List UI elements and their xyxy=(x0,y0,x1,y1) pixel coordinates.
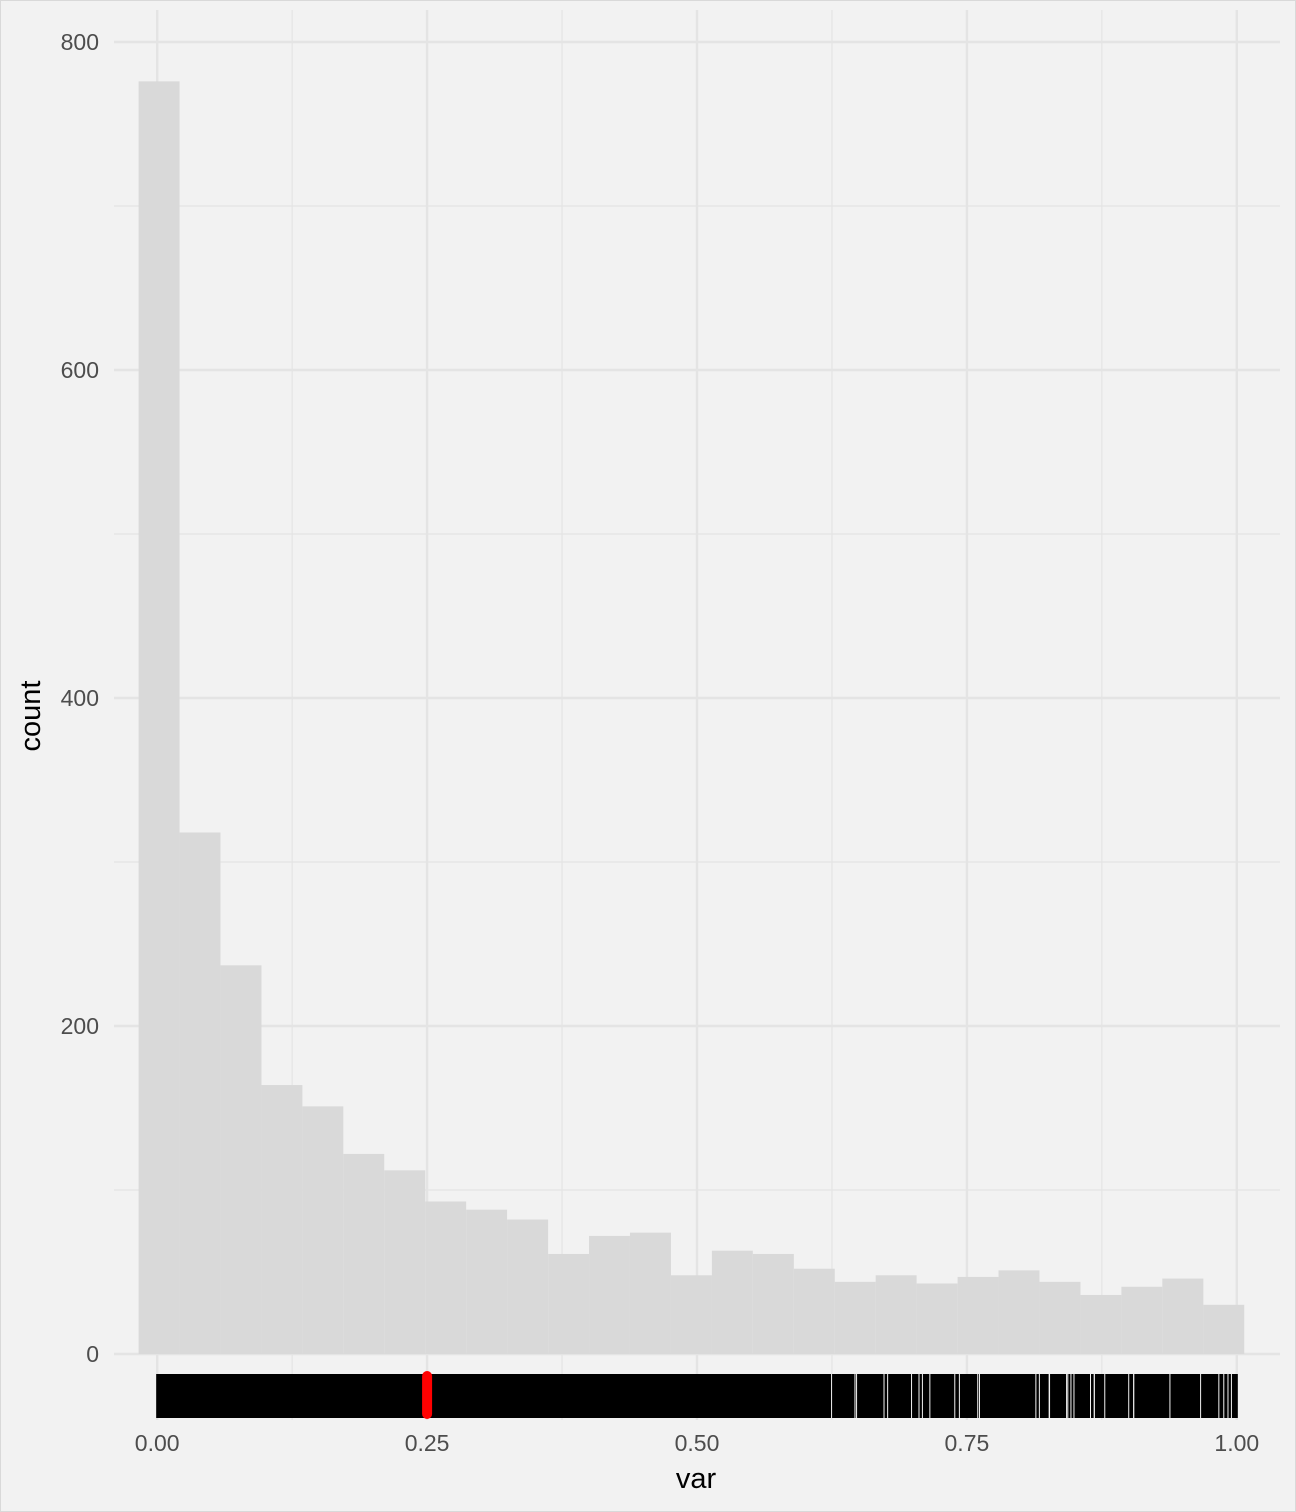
x-tick-label: 0.75 xyxy=(945,1430,990,1456)
histogram-bar xyxy=(670,1275,712,1354)
histogram-bar xyxy=(466,1209,508,1354)
y-tick-label: 200 xyxy=(61,1013,99,1039)
rug-marks xyxy=(156,1371,1238,1419)
histogram-bar xyxy=(1203,1304,1245,1354)
x-axis-ticks: 0.00 0.25 0.50 0.75 1.00 xyxy=(135,1430,1259,1456)
histogram-bar xyxy=(834,1281,876,1354)
histogram-bar xyxy=(711,1250,753,1354)
histogram-bar xyxy=(261,1085,303,1354)
histogram-bar xyxy=(629,1232,671,1354)
histogram-bar xyxy=(425,1201,467,1354)
x-tick-label: 0.50 xyxy=(675,1430,720,1456)
histogram-bars xyxy=(138,81,1245,1355)
histogram-bar xyxy=(752,1253,794,1354)
y-axis-ticks: 0 200 400 600 800 xyxy=(61,29,99,1367)
histogram-bar xyxy=(875,1275,917,1354)
histogram-bar xyxy=(343,1153,385,1354)
x-tick-label: 0.25 xyxy=(405,1430,450,1456)
histogram-bar xyxy=(220,965,262,1354)
histogram-bar xyxy=(589,1235,630,1354)
histogram-bar xyxy=(998,1270,1040,1354)
histogram-bar xyxy=(1162,1278,1204,1354)
histogram-bar xyxy=(1039,1281,1081,1354)
histogram-bar xyxy=(548,1253,590,1354)
y-tick-label: 600 xyxy=(61,357,99,383)
x-tick-label: 1.00 xyxy=(1214,1430,1259,1456)
histogram-bar xyxy=(507,1219,549,1354)
histogram-bar xyxy=(1080,1294,1122,1354)
rug-band xyxy=(156,1374,1238,1418)
y-tick-label: 0 xyxy=(86,1341,99,1367)
histogram-bar xyxy=(138,81,180,1355)
y-tick-label: 400 xyxy=(61,685,99,711)
y-axis-title: count xyxy=(15,681,47,752)
histogram-bar xyxy=(302,1106,344,1354)
y-tick-label: 800 xyxy=(61,29,99,55)
histogram-bar xyxy=(957,1276,999,1354)
histogram-bar xyxy=(916,1283,958,1354)
x-tick-label: 0.00 xyxy=(135,1430,180,1456)
x-axis-title: var xyxy=(676,1463,717,1495)
histogram-bar xyxy=(384,1170,426,1354)
histogram-bar xyxy=(1121,1286,1163,1354)
histogram-bar xyxy=(793,1268,835,1354)
histogram-bar xyxy=(179,832,221,1354)
